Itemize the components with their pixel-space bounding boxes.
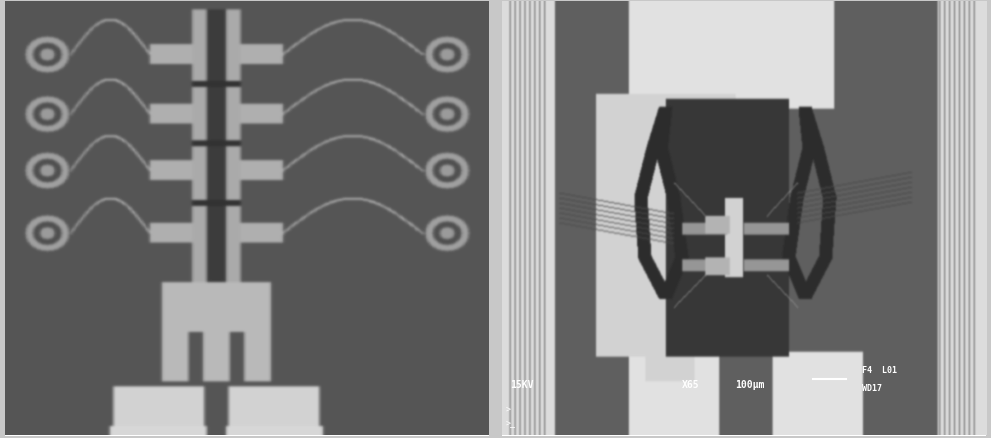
Text: 100µm: 100µm [735, 379, 765, 389]
Text: F4  L01: F4 L01 [862, 366, 897, 374]
Text: >_: >_ [505, 418, 515, 427]
Text: WD17: WD17 [862, 383, 882, 392]
Text: >: > [505, 405, 510, 414]
Text: 15KV: 15KV [509, 379, 533, 389]
Text: X65: X65 [682, 379, 700, 389]
